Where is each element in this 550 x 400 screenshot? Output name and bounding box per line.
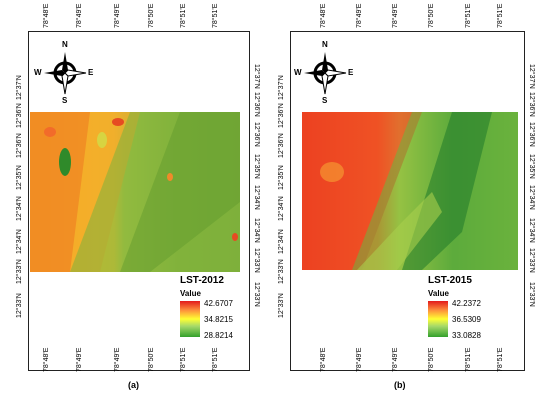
legend-subtitle: Value	[180, 289, 201, 298]
tick-top-b-0: 78°48'E	[320, 3, 327, 28]
tick-right-b-3: 12°35'N	[528, 154, 535, 179]
tick-bottom-b-4: 78°51'E	[465, 347, 472, 372]
tick-bottom-a-4: 78°51'E	[180, 347, 187, 372]
tick-left-a-2: 12°36'N	[16, 133, 23, 158]
legend-max: 42.2372	[452, 299, 481, 308]
tick-right-b-4: 12°34'N	[528, 185, 535, 210]
tick-left-a-3: 12°35'N	[16, 165, 23, 190]
tick-bottom-a-5: 78°51'E	[212, 347, 219, 372]
legend-color-ramp	[428, 301, 448, 337]
tick-bottom-a-2: 78°49'E	[114, 347, 121, 372]
tick-right-a-4: 12°34'N	[253, 185, 260, 210]
north-arrow-b: N S W E	[294, 40, 354, 105]
tick-left-b-2: 12°36'N	[278, 133, 285, 158]
north-label-n: N	[62, 40, 68, 49]
tick-top-a-2: 78°49'E	[114, 3, 121, 28]
tick-bottom-b-3: 78°50'E	[428, 347, 435, 372]
tick-right-a-2: 12°36'N	[253, 122, 260, 147]
tick-top-a-5: 78°51'E	[212, 3, 219, 28]
tick-left-b-6: 12°33'N	[278, 259, 285, 284]
tick-right-b-0: 12°37'N	[528, 64, 535, 89]
north-arrow-a: N S W E	[34, 40, 94, 105]
tick-top-a-4: 78°51'E	[180, 3, 187, 28]
north-label-n: N	[322, 40, 328, 49]
tick-top-b-2: 78°49'E	[392, 3, 399, 28]
tick-right-a-3: 12°35'N	[253, 154, 260, 179]
tick-left-a-6: 12°33'N	[16, 259, 23, 284]
tick-left-a-1: 12°36'N	[16, 103, 23, 128]
tick-right-a-6: 12°33'N	[253, 248, 260, 273]
legend-max: 42.6707	[204, 299, 233, 308]
tick-left-b-7: 12°33'N	[278, 293, 285, 318]
tick-left-b-0: 12°37'N	[278, 75, 285, 100]
tick-right-b-7: 12°33'N	[528, 282, 535, 307]
tick-bottom-b-1: 78°49'E	[356, 347, 363, 372]
north-label-w: W	[294, 68, 302, 77]
tick-left-b-1: 12°36'N	[278, 103, 285, 128]
tick-bottom-a-1: 78°49'E	[76, 347, 83, 372]
tick-top-a-1: 78°49'E	[76, 3, 83, 28]
tick-top-a-3: 78°50'E	[148, 3, 155, 28]
tick-left-a-5: 12°34'N	[16, 229, 23, 254]
panel-caption-a: (a)	[128, 380, 139, 390]
tick-right-a-1: 12°36'N	[253, 92, 260, 117]
tick-top-b-4: 78°51'E	[465, 3, 472, 28]
tick-top-b-5: 78°51'E	[497, 3, 504, 28]
legend-min: 33.0828	[452, 331, 481, 340]
tick-left-a-4: 12°34'N	[16, 196, 23, 221]
tick-left-b-3: 12°35'N	[278, 165, 285, 190]
tick-top-a-0: 78°48'E	[43, 3, 50, 28]
tick-top-b-3: 78°50'E	[428, 3, 435, 28]
tick-right-a-0: 12°37'N	[253, 64, 260, 89]
north-label-e: E	[88, 68, 94, 77]
tick-right-a-5: 12°34'N	[253, 218, 260, 243]
legend-mid: 36.5309	[452, 315, 481, 324]
legend-title: LST-2015	[428, 275, 472, 286]
tick-bottom-a-0: 78°48'E	[43, 347, 50, 372]
lst-2012-raster	[30, 112, 240, 272]
tick-right-b-2: 12°36'N	[528, 122, 535, 147]
tick-right-b-5: 12°34'N	[528, 218, 535, 243]
tick-left-a-0: 12°37'N	[16, 75, 23, 100]
legend-min: 28.8214	[204, 331, 233, 340]
tick-left-b-5: 12°34'N	[278, 229, 285, 254]
tick-bottom-b-2: 78°49'E	[392, 347, 399, 372]
tick-right-b-1: 12°36'N	[528, 92, 535, 117]
tick-left-a-7: 12°33'N	[16, 293, 23, 318]
legend-mid: 34.8215	[204, 315, 233, 324]
panel-caption-b: (b)	[394, 380, 406, 390]
north-label-s: S	[322, 96, 328, 105]
tick-right-b-6: 12°33'N	[528, 248, 535, 273]
tick-bottom-b-5: 78°51'E	[497, 347, 504, 372]
tick-left-b-4: 12°34'N	[278, 196, 285, 221]
legend-subtitle: Value	[428, 289, 449, 298]
legend-a: LST-2012 Value 42.6707 34.8215 28.8214	[180, 275, 260, 340]
tick-bottom-a-3: 78°50'E	[148, 347, 155, 372]
legend-color-ramp	[180, 301, 200, 337]
legend-title: LST-2012	[180, 275, 224, 286]
tick-bottom-b-0: 78°48'E	[320, 347, 327, 372]
north-label-s: S	[62, 96, 68, 105]
north-label-w: W	[34, 68, 42, 77]
legend-b: LST-2015 Value 42.2372 36.5309 33.0828	[428, 275, 508, 340]
tick-top-b-1: 78°49'E	[356, 3, 363, 28]
north-label-e: E	[348, 68, 354, 77]
lst-2015-raster	[302, 112, 518, 270]
